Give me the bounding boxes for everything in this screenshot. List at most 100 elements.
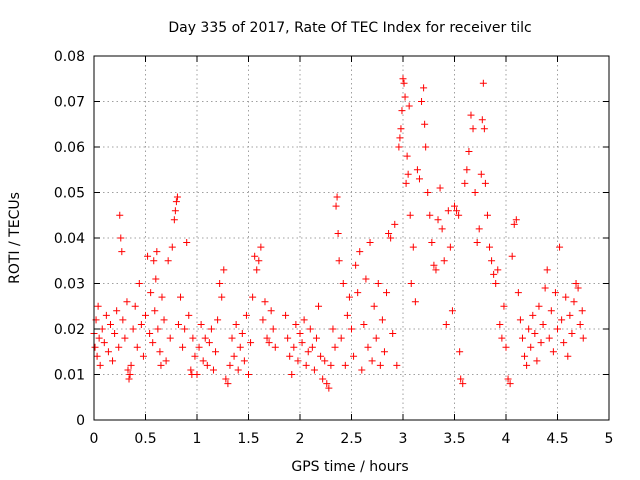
data-point-marker bbox=[527, 343, 535, 351]
data-point-marker bbox=[185, 311, 193, 319]
x-tick-label: 4 bbox=[502, 431, 511, 447]
data-point-marker bbox=[483, 211, 491, 219]
y-tick-label: 0 bbox=[76, 413, 85, 429]
data-point-marker bbox=[181, 325, 189, 333]
data-point-marker bbox=[354, 289, 362, 297]
data-point-marker bbox=[296, 330, 304, 338]
data-point-marker bbox=[102, 311, 110, 319]
data-point-marker bbox=[91, 343, 99, 351]
data-point-marker bbox=[109, 357, 117, 365]
data-point-marker bbox=[149, 339, 157, 347]
data-point-marker bbox=[348, 325, 355, 333]
x-tick-label: 2 bbox=[296, 431, 305, 447]
data-point-marker bbox=[350, 352, 358, 360]
data-point-marker bbox=[306, 325, 314, 333]
data-point-marker bbox=[96, 361, 104, 369]
data-point-marker bbox=[568, 330, 576, 338]
data-point-marker bbox=[123, 298, 131, 306]
data-point-marker bbox=[506, 380, 514, 388]
data-point-marker bbox=[124, 366, 132, 374]
data-point-marker bbox=[201, 334, 209, 342]
data-point-marker bbox=[249, 293, 257, 301]
data-point-marker bbox=[456, 348, 464, 356]
data-point-marker bbox=[378, 316, 386, 324]
data-point-marker bbox=[380, 348, 388, 356]
data-point-marker bbox=[407, 280, 415, 287]
data-point-marker bbox=[438, 225, 446, 233]
data-point-marker bbox=[556, 243, 564, 251]
data-point-marker bbox=[467, 111, 475, 119]
data-point-marker bbox=[133, 343, 141, 351]
data-point-marker bbox=[339, 280, 347, 287]
data-point-marker bbox=[113, 307, 121, 315]
data-point-marker bbox=[162, 357, 170, 365]
data-point-marker bbox=[212, 348, 220, 356]
data-point-marker bbox=[428, 239, 436, 247]
data-point-marker bbox=[234, 366, 242, 374]
data-point-marker bbox=[421, 120, 429, 128]
data-point-marker bbox=[570, 298, 578, 306]
data-point-marker bbox=[337, 334, 345, 342]
data-point-marker bbox=[203, 361, 211, 369]
data-point-marker bbox=[115, 343, 123, 351]
x-tick-label: 0.5 bbox=[134, 431, 156, 447]
data-point-marker bbox=[537, 339, 545, 347]
data-point-marker bbox=[372, 334, 380, 342]
data-point-marker bbox=[308, 343, 316, 351]
y-tick-label: 0.05 bbox=[54, 186, 85, 202]
data-point-marker bbox=[139, 352, 147, 360]
data-point-marker bbox=[385, 229, 393, 237]
data-point-marker bbox=[502, 343, 510, 351]
y-tick-label: 0.04 bbox=[54, 231, 85, 247]
data-point-marker bbox=[153, 248, 161, 256]
data-point-marker bbox=[137, 320, 145, 328]
data-point-marker bbox=[362, 275, 370, 283]
data-point-marker bbox=[551, 289, 559, 297]
data-point-marker bbox=[146, 330, 154, 338]
data-point-marker bbox=[172, 198, 180, 206]
data-point-marker bbox=[541, 284, 549, 292]
data-point-marker bbox=[152, 275, 160, 283]
data-point-marker bbox=[294, 357, 302, 365]
data-point-marker bbox=[174, 320, 182, 328]
data-point-marker bbox=[457, 375, 465, 383]
data-point-marker bbox=[189, 334, 197, 342]
data-point-marker bbox=[549, 348, 557, 356]
data-point-marker bbox=[230, 352, 238, 360]
data-point-marker bbox=[364, 343, 372, 351]
data-point-marker bbox=[473, 239, 481, 247]
data-point-marker bbox=[411, 298, 419, 306]
data-point-marker bbox=[529, 311, 537, 319]
data-point-marker bbox=[455, 211, 463, 219]
data-point-marker bbox=[448, 307, 456, 315]
data-point-marker bbox=[150, 257, 158, 265]
data-point-marker bbox=[518, 334, 526, 342]
data-point-marker bbox=[265, 339, 273, 347]
data-point-marker bbox=[406, 211, 414, 219]
data-point-marker bbox=[232, 320, 240, 328]
data-point-marker bbox=[245, 371, 252, 378]
data-point-marker bbox=[116, 211, 124, 219]
data-point-marker bbox=[418, 98, 426, 105]
data-point-marker bbox=[171, 207, 179, 215]
data-point-marker bbox=[121, 334, 129, 342]
data-point-marker bbox=[298, 339, 306, 347]
data-point-marker bbox=[104, 348, 112, 356]
data-point-marker bbox=[436, 184, 444, 192]
x-tick-label: 3.5 bbox=[443, 431, 465, 447]
data-point-marker bbox=[302, 361, 310, 369]
data-point-marker bbox=[207, 325, 215, 333]
data-point-marker bbox=[255, 257, 263, 265]
data-point-marker bbox=[547, 307, 555, 315]
data-point-marker bbox=[164, 257, 172, 265]
data-point-marker bbox=[521, 352, 529, 360]
data-point-marker bbox=[453, 207, 461, 215]
data-point-marker bbox=[125, 375, 133, 383]
chart-title: Day 335 of 2017, Rate Of TEC Index for r… bbox=[168, 20, 531, 36]
data-point-marker bbox=[366, 239, 374, 247]
data-point-marker bbox=[539, 320, 547, 328]
data-point-marker bbox=[263, 334, 271, 342]
x-tick-label: 1 bbox=[193, 431, 202, 447]
x-tick-label: 5 bbox=[605, 431, 614, 447]
data-point-marker bbox=[395, 143, 403, 151]
